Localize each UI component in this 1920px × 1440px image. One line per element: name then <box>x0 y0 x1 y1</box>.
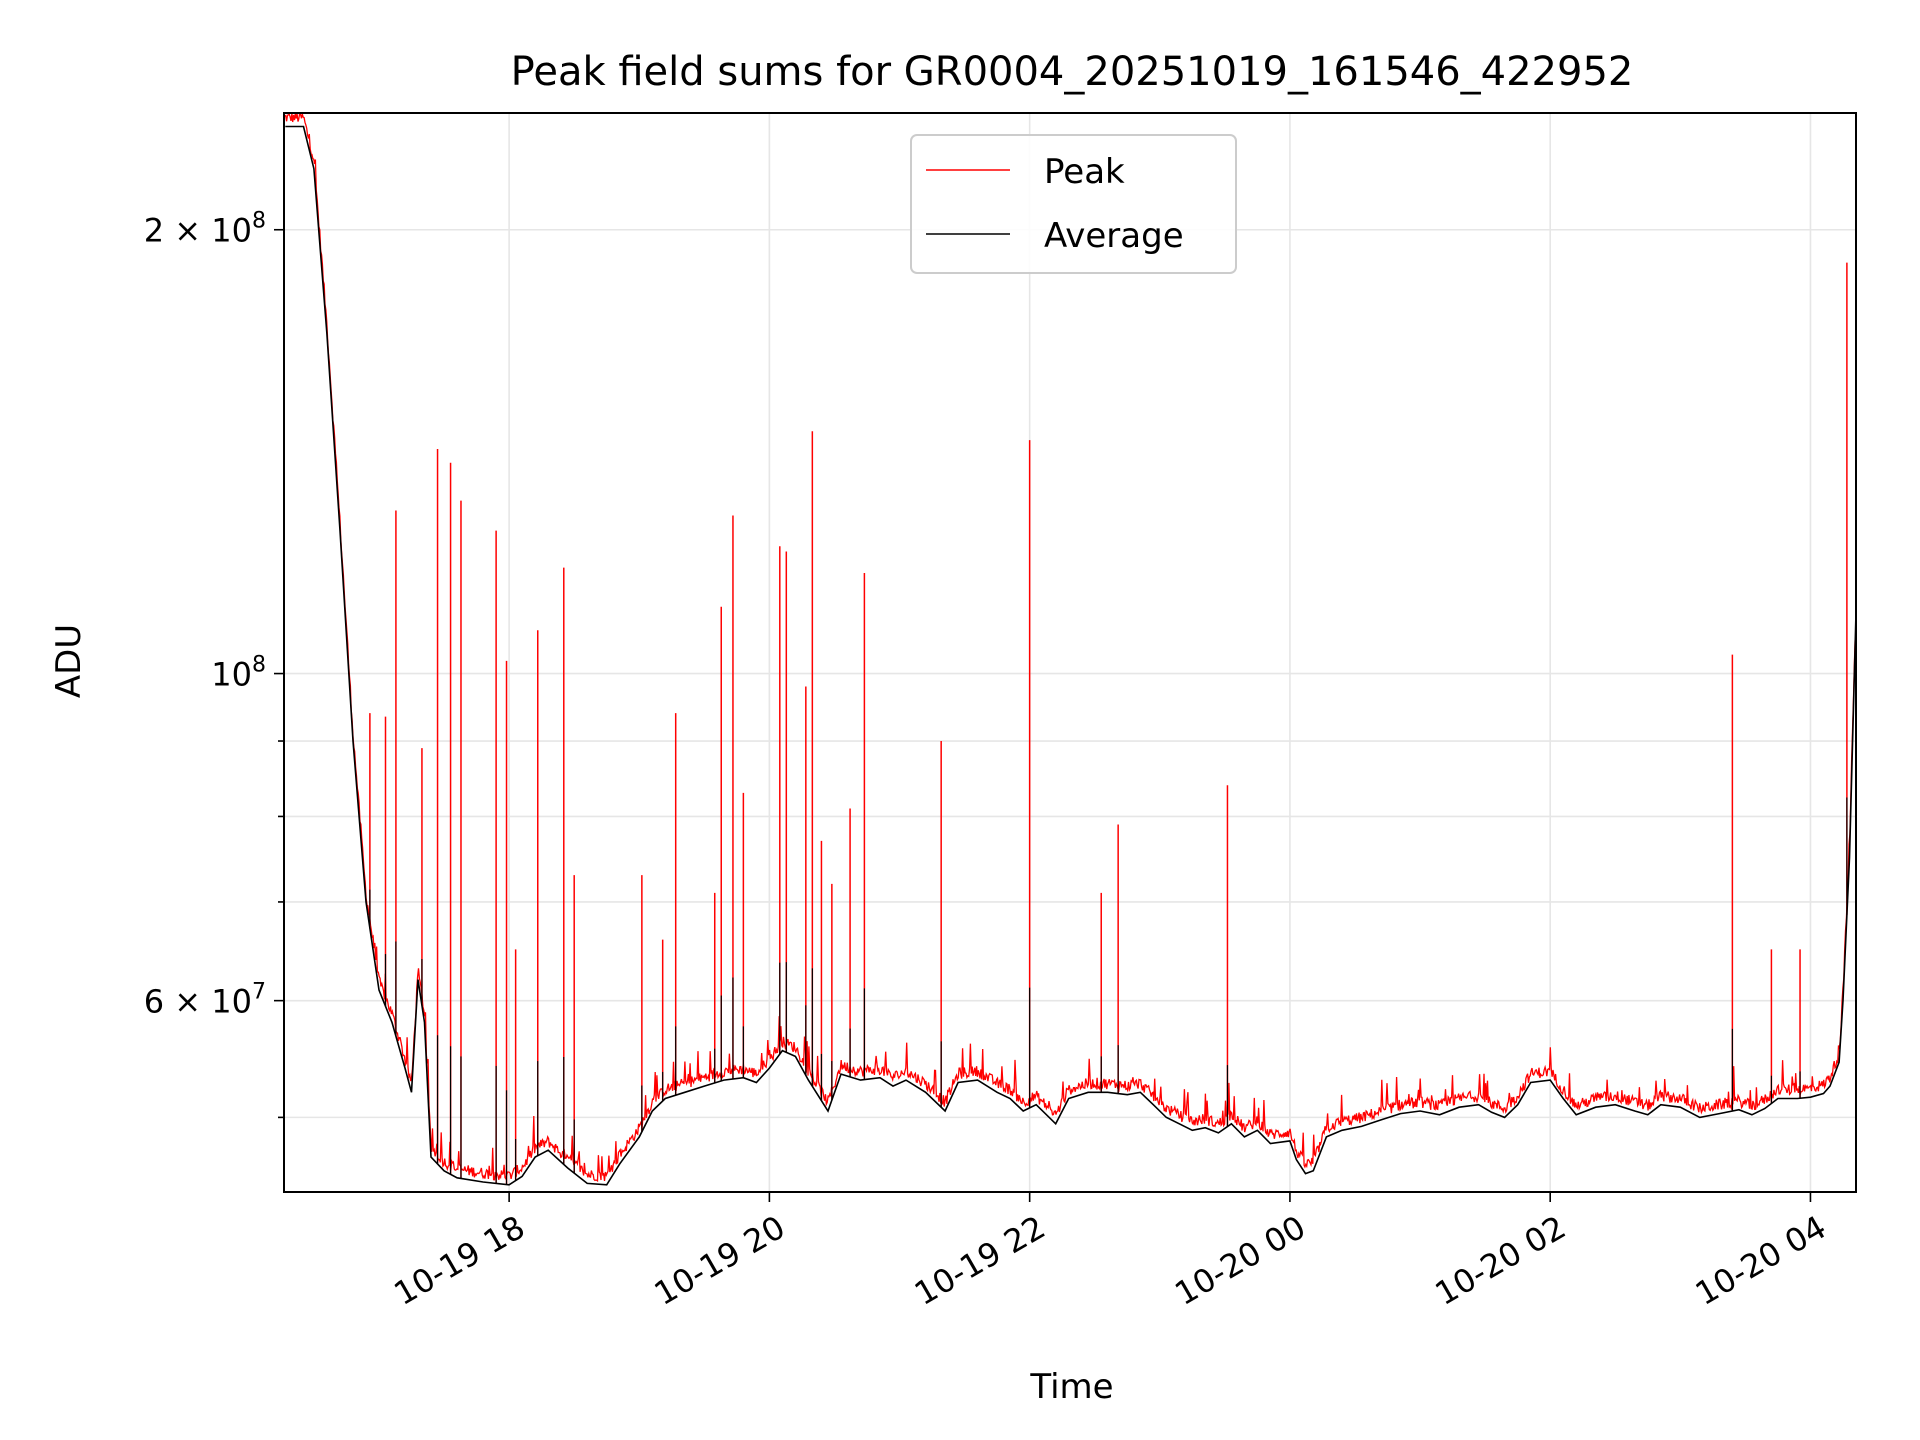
legend-peak-label: Peak <box>1044 152 1125 192</box>
x-tick-label: 10-20 04 <box>1689 1208 1833 1313</box>
peak-series-line <box>284 113 1856 1183</box>
plot-frame <box>283 112 1857 1193</box>
grid-lines <box>284 113 1856 1192</box>
x-tick-label: 10-20 00 <box>1168 1208 1312 1313</box>
x-axis-label: Time <box>1029 1367 1113 1407</box>
x-tick-label: 10-19 20 <box>648 1208 792 1313</box>
x-tick-label: 10-19 18 <box>388 1208 532 1313</box>
legend-average-label: Average <box>1044 216 1184 256</box>
x-tick-label: 10-19 22 <box>908 1208 1052 1313</box>
plot-area <box>284 113 1856 1186</box>
x-tick-label: 10-20 02 <box>1429 1208 1573 1313</box>
y-tick-label: 6 × 107 <box>144 980 266 1021</box>
axes: 10-19 18 10-19 20 10-19 22 10-20 00 10-20 02… <box>144 112 1857 1313</box>
y-tick-label: 2 × 108 <box>144 209 266 250</box>
y-axis-label: ADU <box>49 624 89 698</box>
y-tick-label: 108 <box>211 653 266 694</box>
legend: Peak Average <box>910 134 1237 274</box>
chart-title: Peak field sums for GR0004_20251019_1615… <box>511 49 1634 95</box>
average-series-line <box>285 125 1856 1186</box>
